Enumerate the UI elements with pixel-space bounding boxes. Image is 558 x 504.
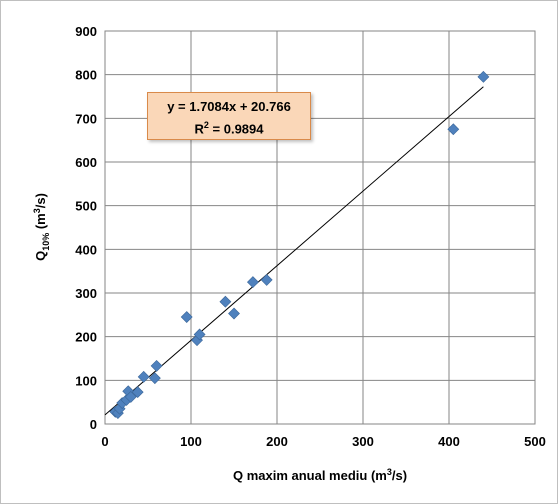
y-tick-label: 500	[75, 199, 97, 214]
y-tick-label: 400	[75, 242, 97, 257]
equation-text: y = 1.7084x + 20.766	[167, 99, 291, 114]
data-point	[124, 391, 137, 403]
y-tick-label: 100	[75, 373, 97, 388]
x-tick-label: 500	[524, 434, 546, 449]
y-tick-label: 200	[75, 330, 97, 345]
trendline-equation-box: y = 1.7084x + 20.766 R2 = 0.9894	[147, 92, 311, 140]
gridlines	[104, 30, 536, 425]
r-squared-text: R2 = 0.9894	[194, 120, 264, 137]
data-point	[260, 273, 273, 286]
y-tick-label: 900	[75, 24, 97, 39]
y-tick-label: 300	[75, 286, 97, 301]
y-tick-label: 0	[90, 417, 97, 432]
y-axis-title: Q10% (m3/s)	[32, 193, 51, 261]
y-tick-label: 700	[75, 111, 97, 126]
data-point	[137, 370, 150, 383]
data-point	[477, 70, 490, 83]
x-tick-label: 100	[180, 434, 202, 449]
x-tick-label: 300	[352, 434, 374, 449]
data-point	[193, 328, 206, 341]
data-point	[180, 311, 193, 323]
y-tick-labels: 0 100 200 300 400 500 600 700 800 900	[75, 24, 97, 432]
x-axis-title: Q maxim anual mediu (m3/s)	[233, 467, 407, 483]
plot-area-border	[104, 30, 536, 425]
data-point	[219, 295, 232, 308]
data-point	[228, 307, 240, 320]
data-point	[447, 123, 460, 136]
data-point	[246, 276, 259, 289]
y-tick-label: 800	[75, 68, 97, 83]
data-point	[148, 372, 161, 385]
trendline	[104, 86, 484, 416]
x-tick-label: 400	[438, 434, 460, 449]
data-point	[150, 359, 163, 372]
data-point	[131, 386, 144, 399]
data-points	[109, 70, 490, 420]
x-tick-label: 0	[101, 434, 108, 449]
y-tick-label: 600	[75, 155, 97, 170]
x-tick-labels: 0 100 200 300 400 500	[101, 434, 545, 449]
x-tick-label: 200	[266, 434, 288, 449]
